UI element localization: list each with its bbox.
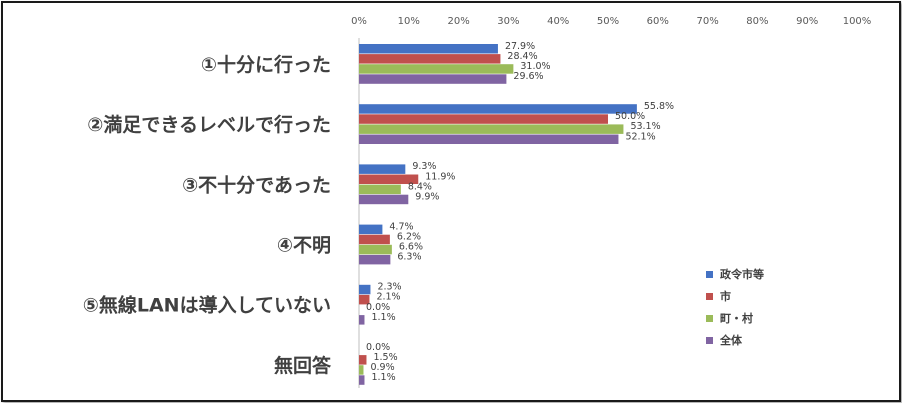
x-tick-label: 50% (597, 16, 619, 27)
bar (359, 224, 383, 235)
data-label: 50.0% (615, 111, 645, 122)
data-label: 9.9% (415, 191, 439, 202)
bar (359, 74, 507, 84)
data-label: 27.9% (505, 41, 535, 52)
data-label: 2.3% (377, 282, 401, 293)
data-label: 0.9% (370, 362, 394, 373)
category-labels: ①十分に行った ②満足できるレベルで行った ③不十分であった ④不明 ⑤無線LANは導入… (83, 53, 332, 377)
data-label: 1.5% (373, 352, 397, 363)
bar (359, 375, 365, 385)
category-label: ②満足できるレベルで行った (87, 113, 331, 136)
bar (359, 194, 409, 205)
bar (359, 134, 619, 144)
data-label: 53.1% (630, 121, 660, 132)
data-label: 4.7% (389, 221, 413, 232)
bar (359, 365, 364, 375)
data-label: 52.1% (625, 131, 655, 142)
data-label: 6.6% (399, 242, 423, 253)
legend-swatch (706, 337, 713, 344)
data-label: 2.1% (376, 292, 400, 303)
x-tick-label: 100% (843, 16, 872, 27)
data-label: 0.0% (366, 342, 390, 353)
x-tick-label: 20% (447, 16, 469, 27)
data-label: 11.9% (425, 171, 455, 182)
bar (359, 315, 365, 325)
bar (359, 244, 392, 255)
x-tick-label: 80% (746, 16, 768, 27)
legend-entry: 町・村 (720, 311, 753, 325)
x-tick-label: 0% (351, 16, 367, 27)
bar (359, 44, 498, 54)
data-label: 0.0% (366, 302, 390, 313)
data-label: 1.1% (371, 312, 395, 323)
x-tick-label: 10% (398, 16, 420, 27)
legend-swatch (706, 315, 713, 322)
category-label: ①十分に行った (201, 53, 331, 76)
x-tick-label: 70% (696, 16, 718, 27)
bar (359, 64, 514, 74)
data-label: 6.3% (397, 252, 421, 263)
data-label: 55.8% (644, 101, 674, 112)
category-label: ⑤無線LANは導入していない (83, 294, 331, 317)
data-label: 9.3% (412, 161, 436, 172)
bar (359, 104, 637, 114)
legend-entry: 政令市等 (720, 267, 764, 281)
legend-entry: 市 (720, 289, 731, 303)
data-label: 31.0% (520, 61, 550, 72)
legend-swatch (706, 271, 713, 278)
x-tick-label: 40% (547, 16, 569, 27)
x-tick-label: 30% (497, 16, 519, 27)
bar (359, 124, 624, 134)
bar (359, 114, 608, 124)
category-label: ④不明 (277, 235, 331, 257)
bar (359, 174, 419, 184)
bar (359, 294, 370, 305)
data-label: 1.1% (371, 372, 395, 383)
data-label: 8.4% (408, 181, 432, 192)
x-axis-ticks: 0% 10% 20% 30% 40% 50% 60% 70% 80% 90% 100% (351, 16, 871, 27)
legend-entry: 全体 (719, 333, 743, 347)
bar (359, 254, 391, 265)
bar (359, 234, 390, 245)
bars (359, 44, 637, 385)
bar (359, 54, 501, 64)
data-label: 29.6% (513, 71, 543, 82)
category-label: ③不十分であった (182, 173, 331, 196)
data-label: 6.2% (397, 231, 421, 242)
bar (359, 284, 371, 295)
bar (359, 355, 367, 365)
x-tick-label: 90% (796, 16, 818, 27)
data-label: 28.4% (507, 51, 537, 62)
bar (359, 184, 401, 195)
legend-swatch (706, 293, 713, 300)
bar (359, 164, 406, 174)
data-labels: 27.9% 55.8% 9.3% 4.7% 2.3% 0.0% 28.4% 50.0% 11.9… (366, 41, 674, 383)
category-label: 無回答 (274, 354, 332, 377)
x-tick-label: 60% (647, 16, 669, 27)
